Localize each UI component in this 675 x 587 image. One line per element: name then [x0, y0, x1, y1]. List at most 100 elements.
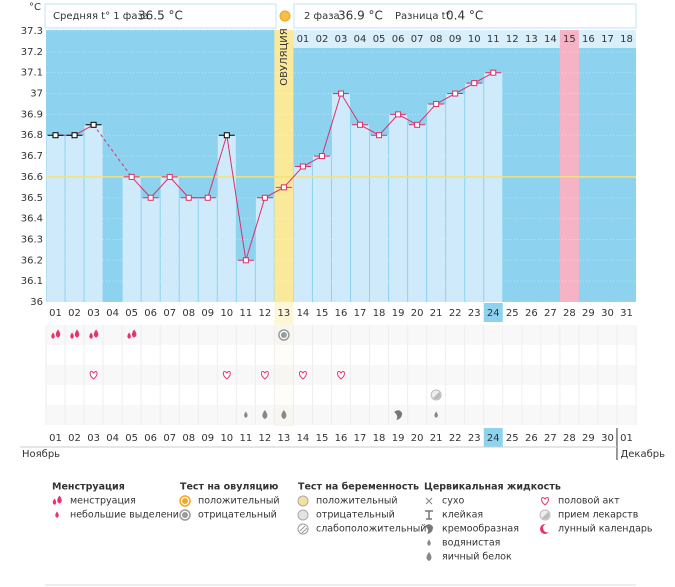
- x-tick-label: 01: [49, 308, 62, 319]
- calendar-date: 17: [354, 433, 367, 444]
- temperature-bar: [236, 260, 255, 302]
- today-box: [483, 428, 503, 447]
- point-marker: [261, 194, 268, 201]
- ovulation-column: [274, 30, 294, 302]
- calendar-date: 05: [125, 433, 138, 444]
- temperature-bar: [351, 124, 370, 302]
- x-tick-label: 14: [297, 308, 310, 319]
- point-marker: [376, 132, 383, 139]
- legend-label: лунный календарь: [558, 524, 653, 535]
- ovulation-label: ОВУЛЯЦИЯ: [279, 28, 290, 86]
- circle-core: [182, 498, 188, 504]
- temperature-bar: [122, 176, 141, 302]
- cycle-day: 03: [335, 34, 348, 45]
- highlight-column: [559, 30, 579, 302]
- legend-icon: [427, 539, 431, 546]
- point-marker: [395, 111, 402, 118]
- y-tick-label: 37.3: [21, 26, 43, 37]
- circle: [297, 509, 309, 521]
- temperature-point: [275, 184, 292, 191]
- month-start: Ноябрь: [22, 449, 60, 460]
- point-marker: [357, 121, 364, 128]
- legend-label: отрицательный: [316, 510, 395, 521]
- legend-icon: [539, 509, 551, 521]
- calendar-date: 15: [316, 433, 329, 444]
- circle: [297, 523, 309, 535]
- temperature-bar: [141, 197, 160, 302]
- drop: [51, 332, 55, 339]
- temperature-point: [485, 69, 502, 76]
- y-tick-label: 36.1: [21, 276, 43, 287]
- y-tick-label: 37.2: [21, 47, 43, 58]
- point-marker: [318, 153, 325, 160]
- x-tick-label: 27: [544, 308, 557, 319]
- y-tick-label: 36.5: [21, 193, 43, 204]
- legend-label: положительный: [316, 496, 398, 507]
- calendar-date: 03: [87, 433, 100, 444]
- observation-drops: [70, 329, 80, 339]
- drop: [55, 329, 61, 338]
- calendar-date: 19: [392, 433, 405, 444]
- temperature-point: [428, 100, 445, 107]
- x-tick-label: 03: [87, 308, 100, 319]
- temperature-point: [294, 163, 311, 170]
- calendar-date: 18: [373, 433, 386, 444]
- y-tick-label: 36.2: [21, 255, 43, 266]
- temperature-point: [409, 121, 426, 128]
- cycle-day: 10: [468, 34, 481, 45]
- heart: [299, 371, 307, 380]
- legend-title: Менструация: [52, 482, 125, 493]
- drop: [427, 539, 431, 546]
- point-marker: [128, 173, 135, 180]
- legend-icon: [425, 510, 433, 520]
- heart: [541, 497, 549, 506]
- legend-icon: [541, 497, 549, 506]
- x-tick-label: 11: [239, 308, 252, 319]
- y-tick-label: 36.7: [21, 151, 43, 162]
- temperature-bar: [484, 72, 503, 302]
- temperature-bar: [408, 124, 427, 302]
- x-tick-label: 12: [259, 308, 272, 319]
- temperature-bar: [312, 156, 331, 302]
- legend-label: сухо: [442, 496, 464, 507]
- phase2-value: 36.9 °C: [338, 9, 383, 23]
- x-tick-label: 28: [563, 308, 576, 319]
- legend-icon: [55, 511, 59, 518]
- observation-drop: [281, 410, 287, 419]
- temperature-bar: [179, 197, 198, 302]
- calendar-date: 02: [68, 433, 81, 444]
- tee: [425, 510, 433, 520]
- point-marker: [71, 132, 78, 139]
- cycle-day: 05: [373, 34, 386, 45]
- temperature-point: [66, 132, 83, 139]
- legend-label: водянистая: [442, 538, 500, 549]
- point-marker: [433, 100, 440, 107]
- cream: [394, 410, 403, 420]
- x-tick-label: 24: [487, 308, 500, 319]
- x-tick-label: 30: [601, 308, 614, 319]
- temperature-bar: [46, 135, 65, 302]
- cycle-day: 12: [506, 34, 519, 45]
- point-marker: [299, 163, 306, 170]
- calendar-date: 29: [582, 433, 595, 444]
- point-marker: [490, 69, 497, 76]
- legend-icon: [52, 495, 62, 505]
- drop: [52, 498, 57, 505]
- legend-icon: [297, 523, 309, 535]
- calendar-date: 14: [297, 433, 310, 444]
- drop: [70, 332, 74, 339]
- temperature-bar: [465, 83, 484, 302]
- point-marker: [147, 194, 154, 201]
- y-tick-label: 36.9: [21, 109, 43, 120]
- x-tick-label: 25: [506, 308, 519, 319]
- x-tick-label: 20: [411, 308, 424, 319]
- drop: [426, 552, 432, 561]
- observation-heart: [260, 371, 269, 380]
- calendar-date: 21: [430, 433, 443, 444]
- today-box: [483, 303, 503, 322]
- x-tick-label: 18: [373, 308, 386, 319]
- drop: [93, 329, 99, 338]
- y-tick-label: 36.8: [21, 130, 43, 141]
- temperature-point: [85, 121, 102, 128]
